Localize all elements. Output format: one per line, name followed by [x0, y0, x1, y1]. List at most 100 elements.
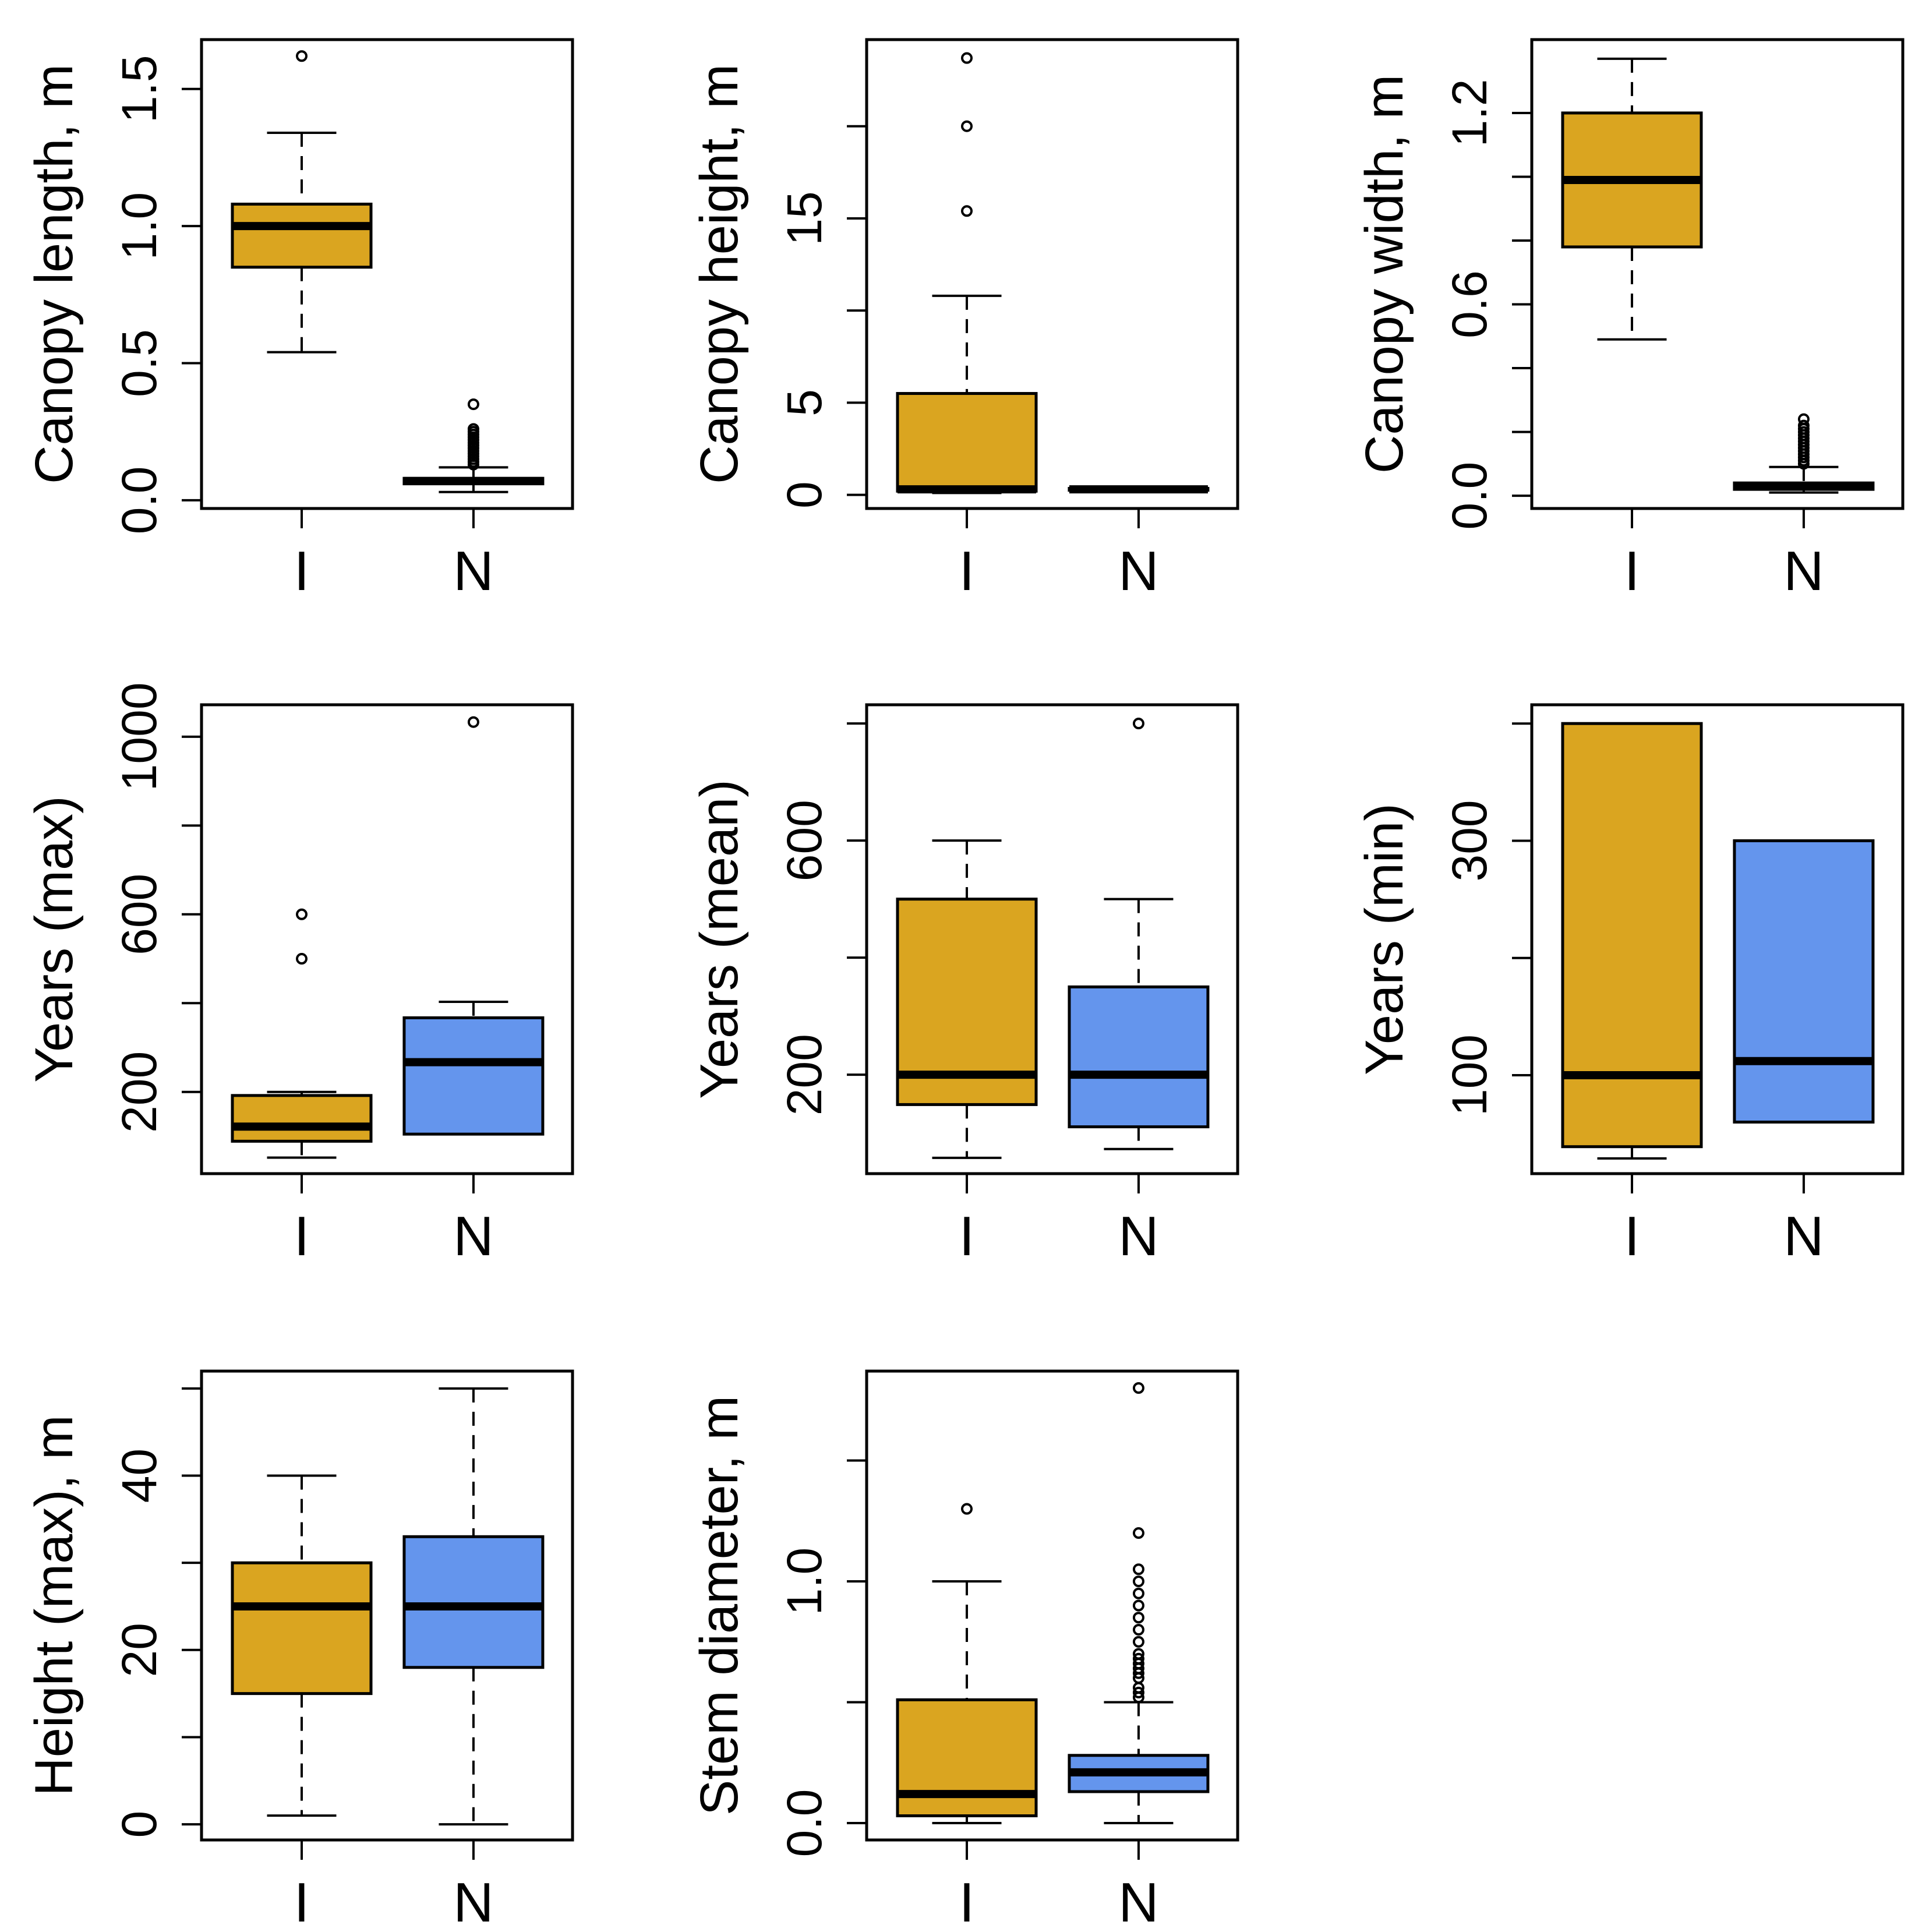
x-tick-label: I	[1624, 540, 1640, 602]
y-tick-label: 5	[777, 389, 832, 416]
y-tick-label: 0.0	[777, 1789, 832, 1857]
y-axis-title: Years (mean)	[690, 779, 749, 1099]
box-N	[1068, 718, 1210, 1150]
outlier-point	[295, 50, 308, 62]
box-N	[1068, 1382, 1210, 1824]
outlier-point	[960, 120, 973, 132]
y-tick-label: 200	[112, 1051, 167, 1133]
box-I	[1561, 57, 1703, 341]
x-tick-label: I	[959, 1871, 975, 1929]
x-tick-label: I	[294, 1205, 310, 1267]
box-N	[1733, 839, 1875, 1124]
outlier-point	[1132, 1652, 1144, 1665]
y-axis-title: Canopy width, m	[1355, 75, 1414, 474]
outlier-point	[1797, 413, 1810, 425]
box-N	[402, 398, 545, 493]
x-tick-label: N	[1118, 1205, 1158, 1267]
outlier-point	[1797, 419, 1810, 432]
outlier-point	[1132, 1636, 1144, 1648]
panel-3: 0.0 0.6 1.2 Canopy width, m I N	[1355, 38, 1905, 602]
x-tick-label: N	[453, 540, 493, 602]
outlier-point	[960, 205, 973, 217]
y-tick-label: 300	[1442, 800, 1497, 881]
box-iqr	[402, 1535, 545, 1669]
outlier-point	[1132, 1527, 1144, 1539]
y-tick-label: 15	[777, 191, 832, 245]
outlier-point	[295, 908, 308, 920]
box-iqr	[1733, 839, 1875, 1124]
y-axis-title: Stem diameter, m	[690, 1396, 749, 1816]
plot-frame	[1530, 38, 1905, 510]
y-tick-label: 600	[777, 800, 832, 881]
box-N	[1068, 485, 1210, 494]
box-iqr	[231, 202, 373, 269]
box-I	[231, 1474, 373, 1817]
y-tick-label: 200	[777, 1034, 832, 1115]
box-iqr	[896, 1698, 1038, 1818]
outlier-point	[1132, 1576, 1144, 1588]
box-iqr	[1561, 722, 1703, 1149]
outlier-point	[295, 953, 308, 965]
x-tick-label: N	[1783, 540, 1824, 602]
panel-5: 200 600 Years (mean) I N	[690, 703, 1239, 1267]
y-tick-label: 40	[112, 1449, 167, 1503]
panel-1: 0.0 0.5 1.0 1.5 Canopy length, m I N	[24, 38, 574, 602]
x-tick-label: I	[959, 540, 975, 602]
box-iqr	[896, 898, 1038, 1106]
y-tick-label: 20	[112, 1623, 167, 1677]
y-axis-title: Canopy height, m	[690, 64, 749, 484]
outlier-point	[1132, 1563, 1144, 1576]
x-tick-label: N	[1118, 540, 1158, 602]
y-tick-label: 0.0	[1442, 462, 1497, 530]
y-tick-label: 0	[112, 1811, 167, 1838]
box-iqr	[896, 392, 1038, 493]
y-tick-label: 600	[112, 874, 167, 955]
x-tick-label: I	[294, 1871, 310, 1929]
panel-8: 0.0 1.0 Stem diameter, m I N	[690, 1369, 1239, 1932]
box-iqr	[402, 1016, 545, 1136]
outlier-point	[1132, 1587, 1144, 1599]
outlier-point	[467, 398, 479, 411]
outlier-point	[1132, 1686, 1144, 1698]
y-tick-label: 1.0	[777, 1548, 832, 1616]
y-tick-label: 0	[777, 481, 832, 508]
y-tick-label: 0.6	[1442, 270, 1497, 338]
panel-2: 0 5 15 Canopy height, m I N	[690, 38, 1239, 602]
panel-7: 0 20 40 Height (max), m I N	[24, 1369, 574, 1932]
box-N	[1733, 413, 1875, 494]
x-tick-label: I	[959, 1205, 975, 1267]
outlier-point	[1132, 1382, 1144, 1394]
box-I	[896, 1503, 1038, 1824]
box-I	[896, 839, 1038, 1159]
y-tick-label: 0.5	[112, 329, 167, 397]
x-tick-label: I	[1624, 1205, 1640, 1267]
box-N	[402, 1387, 545, 1826]
plot-frame	[200, 38, 574, 510]
y-tick-label: 0.0	[112, 466, 167, 534]
x-tick-label: N	[1783, 1205, 1824, 1267]
y-axis-title: Canopy length, m	[24, 64, 84, 484]
outlier-point	[1132, 1648, 1144, 1660]
outlier-point	[1132, 1623, 1144, 1636]
x-tick-label: N	[453, 1205, 493, 1267]
outlier-point	[1132, 1599, 1144, 1612]
y-tick-label: 1.5	[112, 55, 167, 123]
x-tick-label: N	[1118, 1871, 1158, 1929]
box-I	[1561, 722, 1703, 1160]
panel-6: 100 300 Years (min) I N	[1355, 703, 1905, 1267]
box-I	[231, 50, 373, 354]
outlier-point	[960, 52, 973, 64]
outlier-point	[467, 423, 479, 435]
panel-4: 200 600 1000 Years (max) I N	[24, 682, 574, 1267]
box-I	[231, 908, 373, 1159]
y-axis-title: Height (max), m	[24, 1415, 84, 1796]
box-iqr	[231, 1561, 373, 1696]
box-I	[896, 52, 1038, 495]
x-tick-label: N	[453, 1871, 493, 1929]
outlier-point	[1132, 718, 1144, 730]
box-N	[402, 716, 545, 1136]
y-axis-title: Years (min)	[1355, 803, 1414, 1075]
y-tick-label: 1.2	[1442, 79, 1497, 147]
x-tick-label: I	[294, 540, 310, 602]
